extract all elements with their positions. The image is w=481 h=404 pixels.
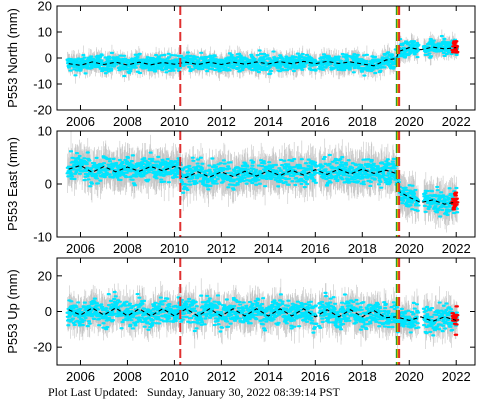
plot-area (65, 131, 460, 233)
y-tick-label: 0 (45, 51, 52, 66)
x-tick-label: 2006 (66, 241, 95, 256)
model-trend-line (68, 307, 457, 322)
x-tick-label: 2014 (254, 369, 283, 384)
x-tick-label: 2010 (160, 241, 189, 256)
daily-positions (65, 34, 460, 78)
x-tick-label: 2010 (160, 114, 189, 129)
x-tick-label: 2012 (207, 241, 236, 256)
x-tick-label: 2008 (113, 369, 142, 384)
y-axis-label: P553 North (mm) (5, 8, 20, 108)
x-tick-label: 2006 (66, 369, 95, 384)
x-tick-label: 2018 (348, 241, 377, 256)
y-tick-label: -20 (33, 103, 52, 118)
daily-positions (65, 150, 460, 218)
x-tick-label: 2022 (442, 241, 471, 256)
x-tick-label: 2012 (207, 114, 236, 129)
model-trend-line (68, 46, 457, 67)
x-tick-label: 2014 (254, 114, 283, 129)
recent-positions (450, 305, 460, 336)
panel-1: -20 -10 0 10 20 2006 2008 2010 2012 2014 2016 2018 2… (5, 0, 476, 129)
x-tick-label: 2020 (395, 369, 424, 384)
y-tick-label: 0 (45, 177, 52, 192)
x-tick-label: 2012 (207, 369, 236, 384)
y-tick-label: 20 (38, 0, 52, 14)
panel-3: -20 0 20 2006 2008 2010 2012 2014 2016 2018 2020 20… (5, 257, 476, 384)
y-tick-label: -10 (33, 77, 52, 92)
y-axis-label: P553 Up (mm) (5, 269, 20, 354)
footer-label: Plot Last Updated: (48, 385, 138, 399)
panel-2: -10 0 10 2006 2008 2010 2012 2014 2016 2018 2020 20… (5, 124, 476, 256)
footer-timestamp: Sunday, January 30, 2022 08:39:14 PST (147, 385, 340, 399)
model-trend-line (68, 164, 457, 205)
x-tick-label: 2016 (301, 114, 330, 129)
plot-area (65, 278, 460, 350)
x-tick-label: 2006 (66, 114, 95, 129)
x-tick-label: 2010 (160, 369, 189, 384)
plot-area (65, 29, 460, 84)
daily-positions (65, 290, 460, 337)
x-tick-label: 2014 (254, 241, 283, 256)
y-tick-label: 0 (45, 304, 52, 319)
x-tick-label: 2018 (348, 114, 377, 129)
x-tick-label: 2020 (395, 241, 424, 256)
y-tick-label: 10 (38, 124, 52, 139)
x-tick-label: 2022 (442, 114, 471, 129)
recent-positions (450, 191, 460, 211)
x-tick-label: 2022 (442, 369, 471, 384)
x-tick-label: 2008 (113, 114, 142, 129)
y-tick-label: 10 (38, 25, 52, 40)
x-tick-label: 2008 (113, 241, 142, 256)
x-tick-label: 2016 (301, 241, 330, 256)
y-axis-label: P553 East (mm) (5, 137, 20, 231)
x-tick-label: 2020 (395, 114, 424, 129)
recent-positions (450, 40, 460, 54)
x-tick-label: 2016 (301, 369, 330, 384)
y-tick-label: -20 (33, 340, 52, 355)
x-tick-label: 2018 (348, 369, 377, 384)
y-tick-label: 20 (38, 268, 52, 283)
plot-updated-footer: Plot Last Updated: Sunday, January 30, 2… (48, 385, 340, 400)
y-tick-label: -10 (33, 230, 52, 245)
